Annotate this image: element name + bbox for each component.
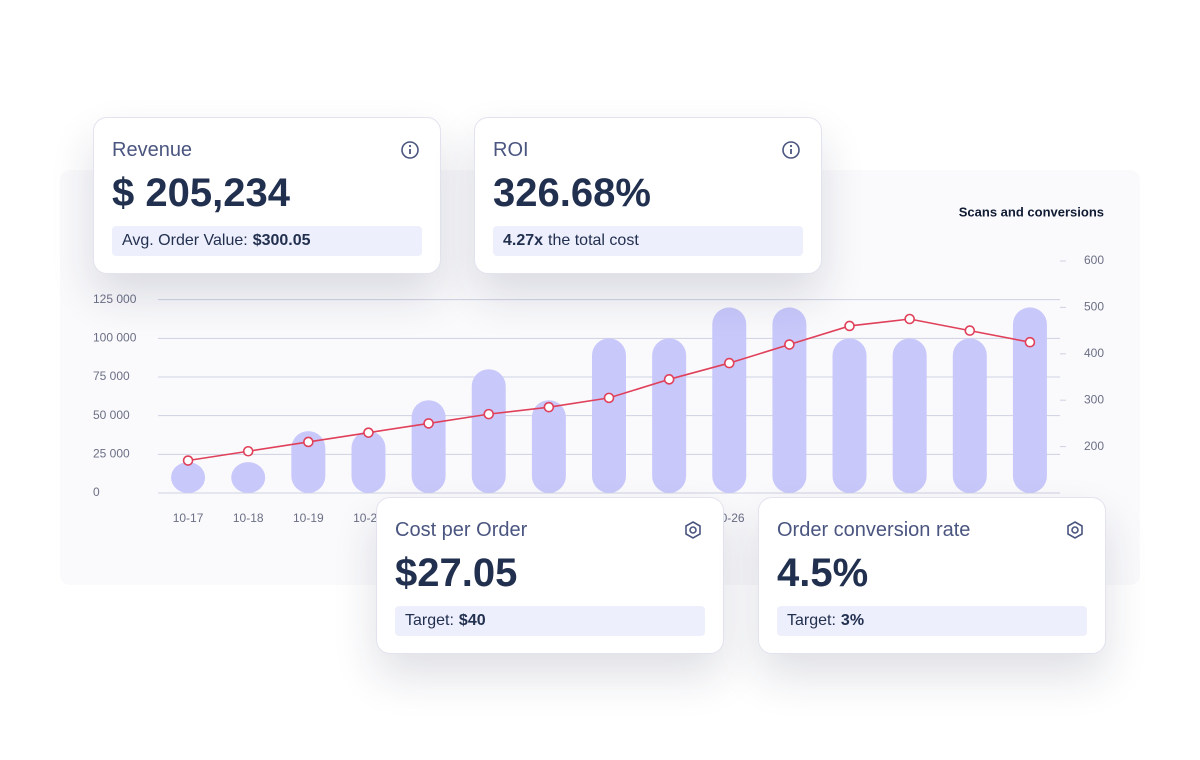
y-tick-label: 50 000 — [93, 408, 130, 422]
card-note: Target: 3% — [777, 606, 1087, 636]
note-text: 3% — [840, 612, 865, 629]
line-marker — [303, 436, 314, 448]
card-title: Revenue — [112, 139, 193, 161]
card-note: Target: $40 — [395, 606, 705, 636]
line-marker — [663, 374, 675, 385]
bar — [652, 338, 687, 493]
line-marker — [964, 325, 976, 336]
bar — [171, 462, 206, 493]
bar — [411, 400, 446, 493]
bar — [291, 431, 326, 493]
y-tick-label: 100 000 — [93, 331, 137, 345]
bar — [952, 338, 987, 493]
kpi-card: ROI 326.68% 4.27x the total cost — [474, 117, 822, 274]
chart-title: Scans and conversions — [959, 204, 1104, 219]
x-tick-label: 10-17 — [173, 511, 204, 525]
info-icon[interactable] — [781, 140, 801, 160]
y-tick-label: 75 000 — [93, 369, 130, 383]
x-tick-label: 10-19 — [293, 511, 324, 525]
kpi-card: Cost per Order $27.05 Target: $40 — [376, 497, 724, 654]
bar — [1012, 307, 1047, 493]
bar — [592, 338, 626, 493]
bar — [712, 307, 747, 493]
kpi-card: Revenue $ 205,234 Avg. Order Value: $300.05 — [93, 117, 441, 274]
line-marker — [483, 408, 495, 420]
y2-tick-label: 500 — [1084, 300, 1104, 314]
x-tick-label: 10-18 — [233, 511, 264, 525]
note-text: the total cost — [548, 232, 639, 249]
card-value: $27.05 — [395, 551, 518, 595]
bar — [531, 400, 566, 493]
bar — [231, 462, 266, 493]
line-marker — [723, 357, 735, 369]
line-marker — [182, 455, 194, 466]
card-title: ROI — [493, 139, 529, 161]
bar — [471, 369, 506, 493]
card-value: 4.5% — [777, 551, 869, 595]
card-note: Avg. Order Value: $300.05 — [112, 226, 422, 256]
y2-tick-label: 200 — [1084, 439, 1104, 453]
card-title: Order conversion rate — [777, 519, 971, 541]
note-text: 4.27x — [503, 232, 544, 249]
line-marker — [242, 445, 254, 457]
note-text: $300.05 — [252, 232, 311, 249]
note-text: Avg. Order Value: — [122, 232, 248, 249]
info-icon[interactable] — [400, 140, 420, 160]
line-marker — [844, 320, 855, 332]
y2-tick-label: 300 — [1084, 392, 1104, 406]
line-marker — [603, 392, 615, 404]
note-text: Target: — [405, 612, 454, 629]
bar — [832, 338, 867, 493]
kpi-card: Order conversion rate 4.5% Target: 3% — [758, 497, 1106, 654]
line-marker — [423, 418, 434, 429]
line-marker — [784, 339, 795, 350]
y2-tick-label: 400 — [1084, 346, 1104, 360]
y-tick-label: 125 000 — [93, 292, 137, 306]
settings-icon[interactable] — [683, 520, 703, 540]
line-marker — [904, 313, 915, 325]
bar — [351, 431, 386, 493]
line-marker — [543, 401, 555, 413]
card-title: Cost per Order — [395, 519, 528, 541]
note-text: Target: — [787, 612, 836, 629]
y-tick-label: 25 000 — [93, 447, 130, 461]
y-tick-label: 0 — [93, 485, 100, 499]
card-note: 4.27x the total cost — [493, 226, 803, 256]
y2-tick-label: 600 — [1084, 253, 1104, 267]
bar — [772, 307, 807, 493]
note-text: $40 — [458, 612, 486, 629]
settings-icon[interactable] — [1065, 520, 1085, 540]
card-value: $ 205,234 — [112, 171, 290, 215]
line-marker — [363, 427, 374, 438]
bar — [892, 338, 927, 493]
line-marker — [1024, 336, 1036, 348]
card-value: 326.68% — [493, 171, 651, 215]
